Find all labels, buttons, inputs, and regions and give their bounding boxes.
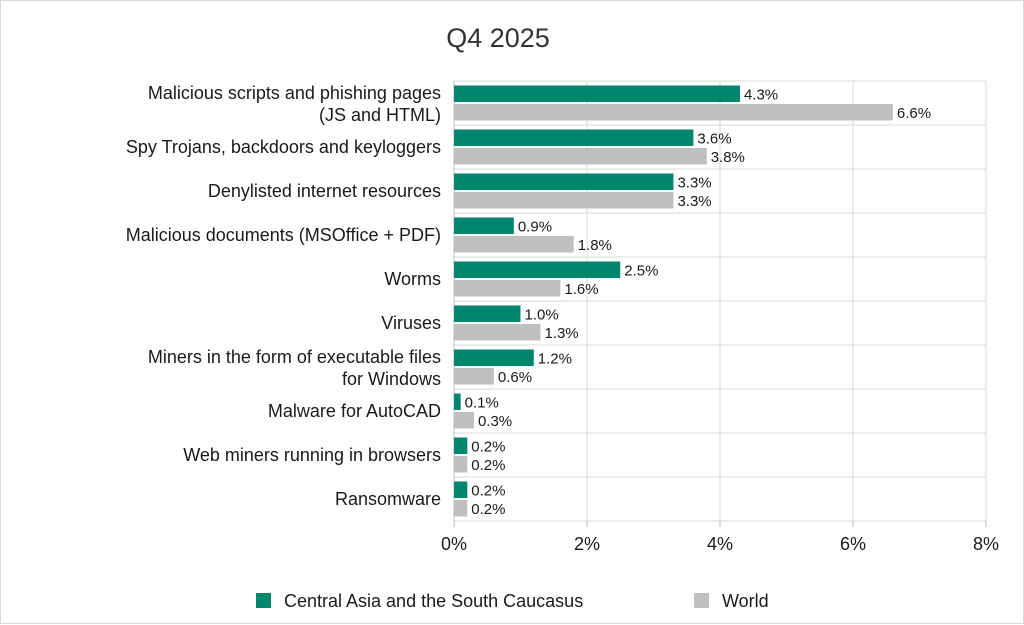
category-label: Miners in the form of executable files [148,347,441,367]
bar-region [454,173,674,190]
bar-region [454,129,694,146]
category-label: Worms [384,269,441,289]
data-label: 1.8% [578,237,612,254]
data-label: 0.2% [471,482,505,499]
bar-world [454,192,674,209]
data-label: 3.3% [677,174,711,191]
x-tick-label: 0% [441,534,467,554]
bar-region [454,481,468,498]
x-axis-ticks: 0% 2% 4% 6% 8% [441,534,999,554]
category-label: Denylisted internet resources [208,181,441,201]
bar-world [454,324,541,341]
category-label-line2: for Windows [342,369,441,389]
data-label: 6.6% [897,105,931,122]
bar-world [454,500,468,517]
category-label: Web miners running in browsers [183,445,441,465]
data-label: 0.2% [471,438,505,455]
bar-region [454,393,461,410]
chart-title: Q4 2025 [446,23,550,53]
bar-region [454,305,521,322]
bar-world [454,368,494,385]
data-label: 0.2% [471,457,505,474]
bar-region [454,85,740,102]
bar-world [454,104,893,121]
bar-region [454,349,534,366]
x-tick-label: 4% [707,534,733,554]
x-tick-label: 6% [840,534,866,554]
bar-world [454,412,474,429]
bar-world [454,148,707,165]
category-label: Ransomware [335,489,441,509]
category-labels: Malicious scripts and phishing pages(JS … [126,83,441,509]
bars: 4.3%6.6%3.6%3.8%3.3%3.3%0.9%1.8%2.5%1.6%… [454,85,931,518]
x-tick-label: 8% [973,534,999,554]
bar-region [454,217,514,234]
legend-swatch [256,593,271,608]
legend-label: World [722,591,769,611]
x-tick-label: 2% [574,534,600,554]
data-label: 0.6% [498,369,532,386]
category-label: Malicious documents (MSOffice + PDF) [126,225,441,245]
data-label: 0.2% [471,501,505,518]
data-label: 1.2% [538,350,572,367]
bar-world [454,456,468,473]
category-label: Malicious scripts and phishing pages [148,83,441,103]
legend-label: Central Asia and the South Caucasus [284,591,583,611]
data-label: 3.3% [677,193,711,210]
data-label: 0.3% [478,413,512,430]
data-label: 0.1% [465,394,499,411]
data-label: 1.3% [544,325,578,342]
category-label: Viruses [381,313,441,333]
data-label: 1.0% [525,306,559,323]
bar-region [454,261,621,278]
data-label: 4.3% [744,86,778,103]
category-label: Malware for AutoCAD [268,401,441,421]
category-label-line2: (JS and HTML) [319,105,441,125]
data-label: 0.9% [518,218,552,235]
bar-region [454,437,468,454]
data-label: 3.6% [697,130,731,147]
bar-world [454,280,561,297]
data-label: 3.8% [711,149,745,166]
bar-world [454,236,574,253]
data-label: 2.5% [624,262,658,279]
legend-swatch [694,593,709,608]
data-label: 1.6% [564,281,598,298]
legend: Central Asia and the South Caucasus World [256,591,769,611]
category-label: Spy Trojans, backdoors and keyloggers [126,137,441,157]
